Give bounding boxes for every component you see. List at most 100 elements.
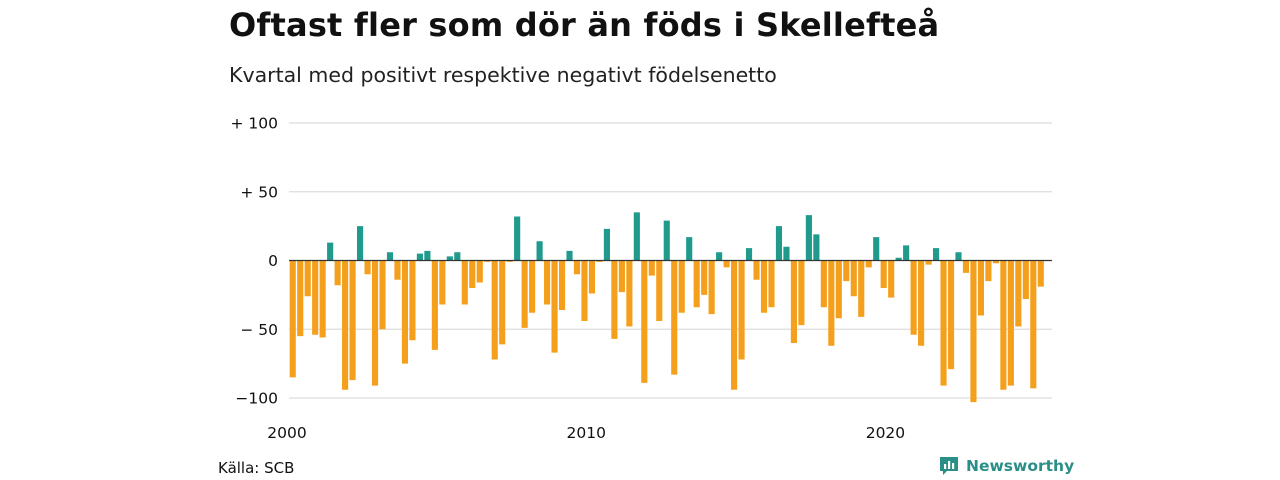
data-bar [977,260,985,316]
axes: + 100 + 50 0 − 50 −100 2000 2010 2020 [231,115,1052,442]
data-bar [753,260,760,280]
data-bar [536,241,543,261]
data-bar [783,246,790,261]
data-bar [626,260,633,327]
data-bar [1000,260,1007,390]
source-note: Källa: SCB [218,459,295,477]
data-bar [910,260,917,335]
data-bar [663,220,670,261]
data-bar [656,260,663,321]
data-bar [940,260,947,386]
data-bar [947,260,955,370]
y-tick-label: − 50 [240,321,278,339]
data-bar [1022,260,1029,299]
data-bar [738,260,745,360]
data-bar [371,260,379,386]
data-bar [304,260,311,297]
data-bar [955,252,962,261]
data-bar [888,260,895,298]
data-bar [603,228,610,261]
data-bar [633,212,640,261]
bars [289,212,1044,403]
x-tick-label: 2010 [566,424,605,442]
data-bar [327,242,334,261]
data-bar [342,260,349,390]
data-bar [805,215,812,261]
data-bar [992,260,999,264]
data-bar [641,260,648,383]
data-bar [865,260,872,268]
data-bar [932,248,940,261]
data-bar [618,260,625,293]
data-bar [1037,260,1044,287]
chart-title: Oftast fler som dör än föds i Skellefteå [229,6,940,44]
data-bar [514,216,521,261]
data-bar [521,260,528,328]
data-bar [648,260,655,276]
data-bar [588,260,596,294]
data-bar [828,260,835,346]
x-tick-label: 2000 [267,424,306,442]
data-bar [693,260,700,308]
data-bar [297,260,304,337]
data-bar [858,260,865,317]
data-bar [544,260,551,305]
data-bar [850,260,857,297]
data-bar [775,226,783,261]
data-bar [551,260,558,353]
data-bar [701,260,708,295]
data-bar [768,260,775,308]
data-bar [566,250,573,261]
data-bar [873,237,880,261]
data-bar [461,260,468,305]
data-bar [491,260,498,360]
data-bar [364,260,371,275]
data-bar [611,260,618,339]
data-bar [671,260,678,375]
brand-name: Newsworthy [966,457,1075,475]
data-bar [731,260,738,390]
x-tick-label: 2020 [866,424,905,442]
data-bar [596,260,603,262]
y-tick-label: −100 [235,390,278,408]
data-bar [1007,260,1014,386]
data-bar [379,260,386,330]
data-bar [835,260,842,319]
data-bar [356,226,364,261]
data-bar [708,260,715,315]
data-bar [745,248,753,261]
y-tick-label: + 50 [240,183,278,201]
data-bar [1030,260,1037,389]
data-bar [798,260,805,326]
data-bar [499,260,506,345]
data-bar [394,260,401,280]
data-bar [446,256,453,261]
data-bar [401,260,409,364]
data-bar [790,260,797,343]
data-bar [312,260,319,335]
data-bar [760,260,768,313]
data-bar [918,260,925,346]
newsworthy-logo[interactable]: Newsworthy [938,455,1074,477]
data-bar [686,237,693,261]
data-bar [1015,260,1022,327]
y-tick-label: 0 [268,252,278,270]
gridlines [289,122,1052,399]
data-bar [484,260,491,262]
data-bar [319,260,326,338]
data-bar [558,260,566,310]
data-bar [723,260,730,268]
data-bar [409,260,416,341]
data-bar [529,260,536,313]
data-bar [962,260,970,273]
y-tick-label: + 100 [231,115,279,133]
data-bar [985,260,992,282]
data-bar [970,260,977,403]
data-bar [573,260,581,275]
data-bar [813,234,820,261]
data-bar [581,260,588,321]
data-bar [334,260,341,286]
data-bar [903,245,910,261]
data-bar [469,260,476,288]
